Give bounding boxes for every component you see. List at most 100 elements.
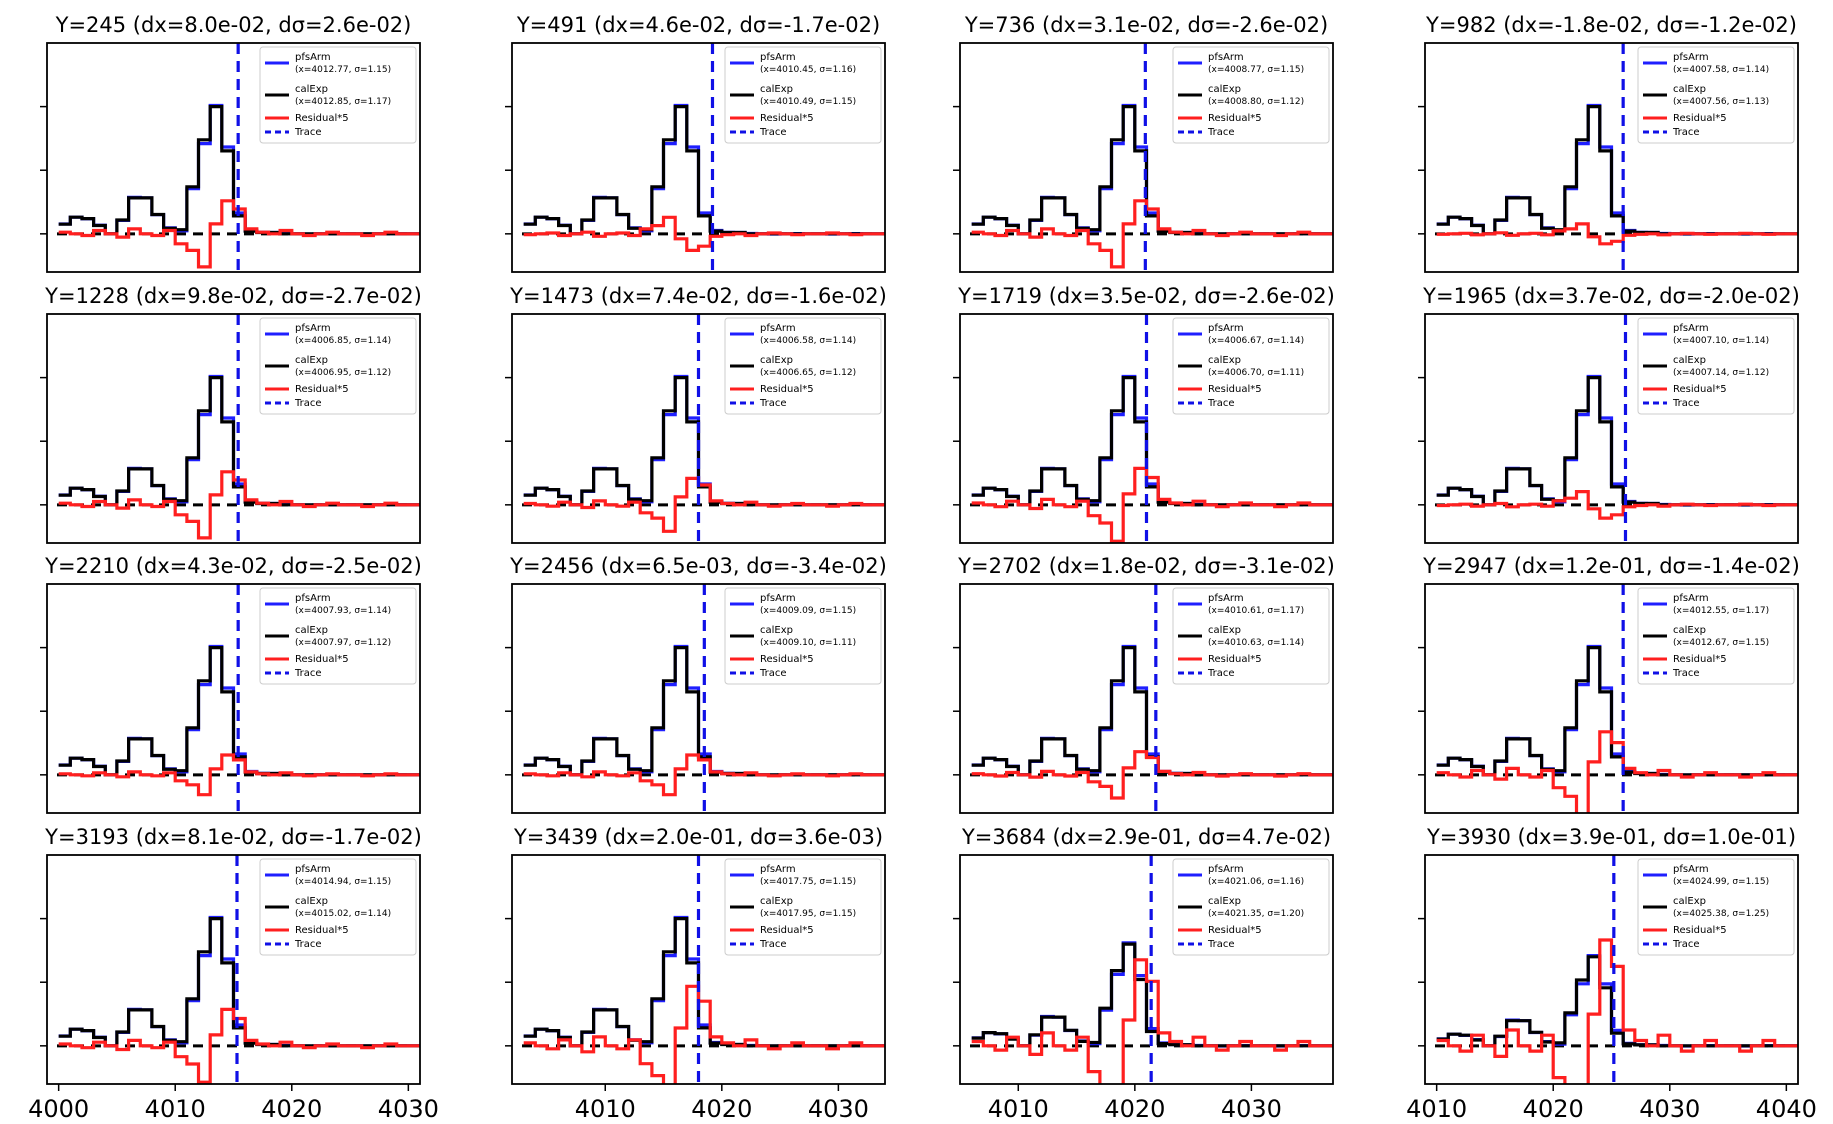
axes-frame <box>959 42 1334 273</box>
legend-fit-pfsArm: (x=4007.93, σ=1.14) <box>295 606 391 616</box>
legend-fit-calExp: (x=4006.95, σ=1.12) <box>295 368 391 378</box>
legend-label-residual: Residual*5 <box>1673 925 1727 936</box>
axes-frame <box>959 313 1334 544</box>
legend-fit-pfsArm: (x=4014.94, σ=1.15) <box>295 877 391 887</box>
axes-frame <box>511 42 886 273</box>
legend-label-trace: Trace <box>759 939 787 950</box>
legend-label-pfsArm: pfsArm <box>1673 593 1709 604</box>
legend-fit-pfsArm: (x=4007.58, σ=1.14) <box>1673 65 1769 75</box>
legend-fit-pfsArm: (x=4008.77, σ=1.15) <box>1208 65 1304 75</box>
legend-fit-calExp: (x=4007.97, σ=1.12) <box>295 638 391 648</box>
legend-label-pfsArm: pfsArm <box>760 593 796 604</box>
legend-fit-pfsArm: (x=4007.10, σ=1.14) <box>1673 336 1769 346</box>
legend-label-pfsArm: pfsArm <box>1673 323 1709 334</box>
legend-label-calExp: calExp <box>760 896 793 907</box>
residual-series <box>58 470 420 540</box>
axes-frame <box>511 313 886 544</box>
plot-area <box>522 855 885 1084</box>
legend-box <box>1637 46 1795 144</box>
subplot-title: Y=1228 (dx=9.8e-02, dσ=-2.7e-02) <box>44 284 422 308</box>
legend-label-residual: Residual*5 <box>295 384 349 395</box>
legend-label-calExp: calExp <box>1673 896 1706 907</box>
legend-fit-pfsArm: (x=4010.61, σ=1.17) <box>1208 606 1304 616</box>
legend-box <box>724 587 882 685</box>
legend-fit-calExp: (x=4021.35, σ=1.20) <box>1208 909 1304 919</box>
legend-label-trace: Trace <box>1207 398 1235 409</box>
legend: pfsArm (x=4008.77, σ=1.15) calExp (x=4008.8… <box>1172 46 1330 144</box>
subplot-11: Y=2702 (dx=1.8e-02, dσ=-3.1e-02) pfsArm (x… <box>953 554 1335 814</box>
legend: pfsArm (x=4009.09, σ=1.15) calExp (x=4009.1… <box>724 587 882 685</box>
legend-fit-calExp: (x=4017.95, σ=1.15) <box>760 909 856 919</box>
legend-label-trace: Trace <box>1672 668 1700 679</box>
legend: pfsArm (x=4017.75, σ=1.15) calExp (x=4017.9… <box>724 858 882 956</box>
axes-frame <box>511 854 886 1085</box>
legend-label-pfsArm: pfsArm <box>1208 864 1244 875</box>
legend-label-calExp: calExp <box>1208 355 1241 366</box>
legend-label-calExp: calExp <box>1208 625 1241 636</box>
plot-area <box>970 43 1333 272</box>
legend-label-residual: Residual*5 <box>295 925 349 936</box>
legend-fit-calExp: (x=4006.65, σ=1.12) <box>760 368 856 378</box>
plot-area <box>970 314 1333 543</box>
subplot-1: Y=245 (dx=8.0e-02, dσ=2.6e-02) pfsArm (x=4… <box>40 13 421 273</box>
legend: pfsArm (x=4021.06, σ=1.16) calExp (x=4021.3… <box>1172 858 1330 956</box>
legend-label-trace: Trace <box>1207 668 1235 679</box>
legend-label-residual: Residual*5 <box>295 113 349 124</box>
axes-frame <box>959 583 1334 814</box>
legend-fit-pfsArm: (x=4012.77, σ=1.15) <box>295 65 391 75</box>
subplot-14: Y=3439 (dx=2.0e-01, dσ=3.6e-03) 4010 4020 4… <box>505 825 886 1123</box>
legend-label-residual: Residual*5 <box>295 654 349 665</box>
subplot-16: Y=3930 (dx=3.9e-01, dσ=1.0e-01) 4010 4020 4… <box>1406 825 1817 1123</box>
legend-label-residual: Residual*5 <box>760 925 814 936</box>
residual-series <box>1436 222 1798 246</box>
x-tick-label: 4010 <box>145 1095 206 1123</box>
legend-label-calExp: calExp <box>1208 84 1241 95</box>
legend-label-residual: Residual*5 <box>1208 113 1262 124</box>
legend-fit-pfsArm: (x=4021.06, σ=1.16) <box>1208 877 1304 887</box>
subplot-title: Y=736 (dx=3.1e-02, dσ=-2.6e-02) <box>964 13 1328 37</box>
subplot-13: Y=3193 (dx=8.1e-02, dσ=-1.7e-02) 4000 4010… <box>28 825 439 1123</box>
subplot-10: Y=2456 (dx=6.5e-03, dσ=-3.4e-02) pfsArm (x… <box>505 554 887 814</box>
legend-fit-calExp: (x=4008.80, σ=1.12) <box>1208 97 1304 107</box>
legend-fit-pfsArm: (x=4009.09, σ=1.15) <box>760 606 856 616</box>
subplot-12: Y=2947 (dx=1.2e-01, dσ=-1.4e-02) pfsArm (x… <box>1418 554 1800 814</box>
axes-frame <box>46 854 421 1085</box>
legend-box <box>1637 858 1795 956</box>
legend-fit-calExp: (x=4010.49, σ=1.15) <box>760 97 856 107</box>
residual-series <box>1436 938 1798 1084</box>
legend: pfsArm (x=4007.10, σ=1.14) calExp (x=4007.1… <box>1637 317 1795 415</box>
axes-frame <box>1424 313 1799 544</box>
axes-frame <box>46 583 421 814</box>
plot-area <box>57 855 420 1084</box>
legend-label-trace: Trace <box>294 668 322 679</box>
plot-area <box>970 584 1333 813</box>
legend-box <box>1172 858 1330 956</box>
legend-box <box>724 858 882 956</box>
legend-box <box>259 587 417 685</box>
residual-series <box>971 958 1333 1084</box>
subplot-title: Y=2947 (dx=1.2e-01, dσ=-1.4e-02) <box>1422 554 1800 578</box>
legend: pfsArm (x=4024.99, σ=1.15) calExp (x=4025.3… <box>1637 858 1795 956</box>
residual-series <box>1436 490 1798 520</box>
legend: pfsArm (x=4012.55, σ=1.17) calExp (x=4012.6… <box>1637 587 1795 685</box>
legend-label-trace: Trace <box>294 127 322 138</box>
legend-fit-calExp: (x=4006.70, σ=1.11) <box>1208 368 1304 378</box>
legend-label-trace: Trace <box>759 398 787 409</box>
plot-area <box>1435 855 1798 1084</box>
legend-box <box>724 46 882 144</box>
subplot-9: Y=2210 (dx=4.3e-02, dσ=-2.5e-02) pfsArm (x… <box>40 554 422 814</box>
x-tick-label: 4040 <box>1756 1095 1817 1123</box>
legend-fit-calExp: (x=4007.56, σ=1.13) <box>1673 97 1769 107</box>
subplot-4: Y=982 (dx=-1.8e-02, dσ=-1.2e-02) pfsArm (x… <box>1418 13 1799 273</box>
legend: pfsArm (x=4010.61, σ=1.17) calExp (x=4010.6… <box>1172 587 1330 685</box>
legend-label-trace: Trace <box>1672 939 1700 950</box>
plot-area <box>1435 584 1798 813</box>
legend-fit-calExp: (x=4010.63, σ=1.14) <box>1208 638 1304 648</box>
legend-label-pfsArm: pfsArm <box>1673 52 1709 63</box>
legend-label-residual: Residual*5 <box>1673 654 1727 665</box>
legend-label-trace: Trace <box>294 398 322 409</box>
legend-label-residual: Residual*5 <box>760 384 814 395</box>
subplot-7: Y=1719 (dx=3.5e-02, dσ=-2.6e-02) pfsArm (x… <box>953 284 1335 544</box>
legend-box <box>1172 317 1330 415</box>
subplot-2: Y=491 (dx=4.6e-02, dσ=-1.7e-02) pfsArm (x=… <box>505 13 886 273</box>
